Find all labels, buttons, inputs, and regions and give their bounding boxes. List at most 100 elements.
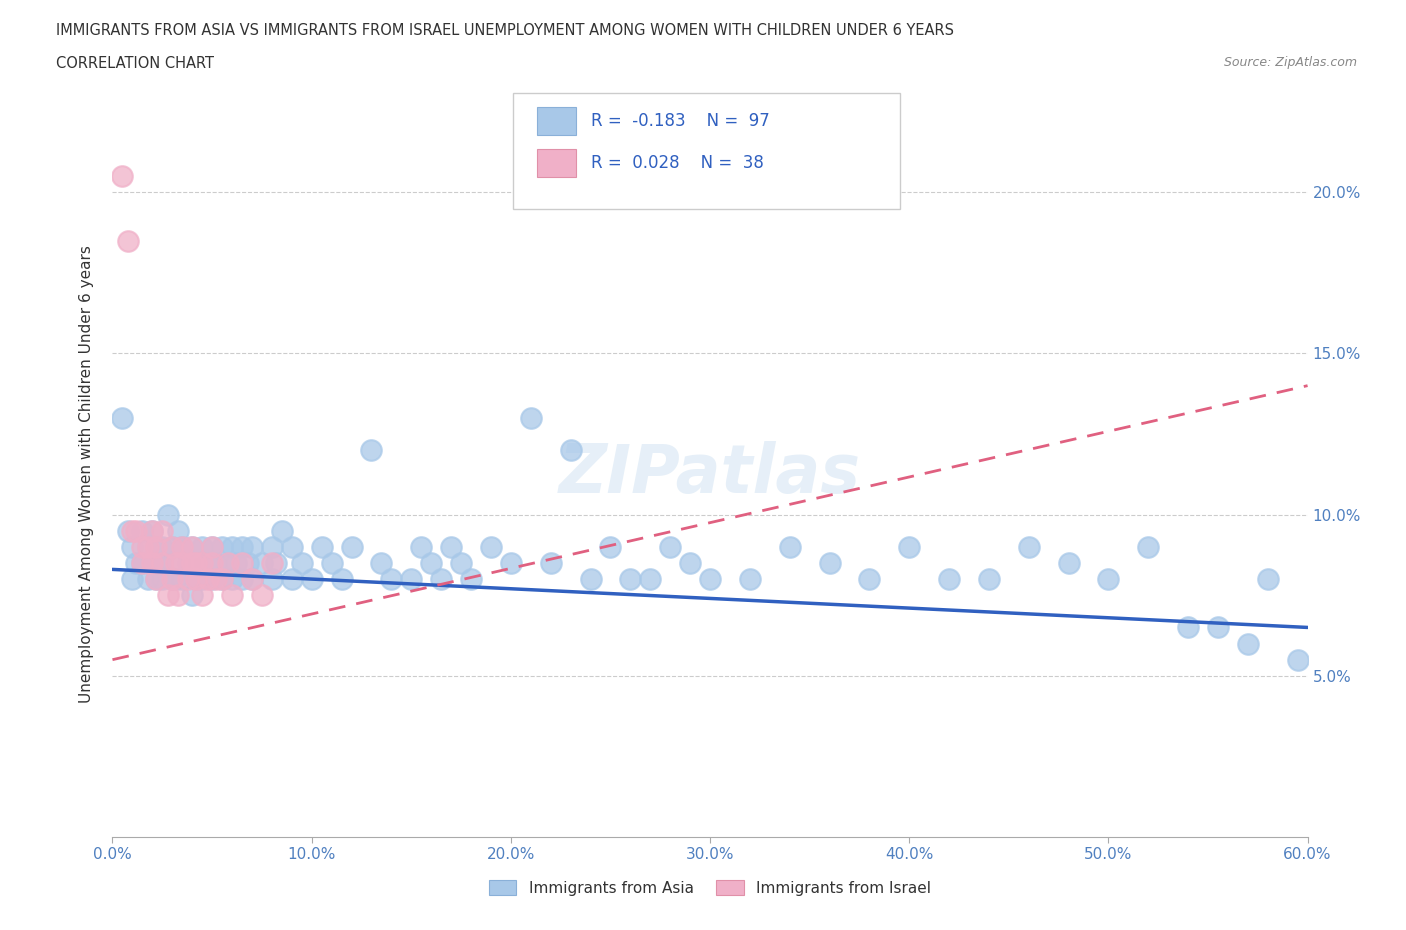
Point — [260, 539, 283, 554]
Point — [145, 572, 167, 587]
Point — [221, 572, 243, 587]
Point — [1018, 539, 1040, 554]
Point — [150, 555, 173, 570]
Point — [181, 555, 204, 570]
Point — [165, 555, 187, 570]
Point — [131, 539, 153, 554]
Point — [145, 572, 167, 587]
Point — [131, 555, 153, 570]
Point — [145, 539, 167, 554]
Point — [460, 572, 482, 587]
Point — [111, 410, 134, 425]
Point — [401, 572, 423, 587]
Point — [977, 572, 1000, 587]
Point — [240, 572, 263, 587]
Text: ZIPatlas: ZIPatlas — [560, 442, 860, 507]
Point — [779, 539, 801, 554]
Point — [1137, 539, 1160, 554]
Point — [186, 555, 208, 570]
Point — [165, 572, 187, 587]
Point — [150, 555, 173, 570]
Point — [186, 555, 208, 570]
Point — [560, 443, 582, 458]
Point — [167, 524, 190, 538]
Point — [330, 572, 353, 587]
Point — [138, 539, 160, 554]
Point — [141, 555, 163, 570]
Point — [411, 539, 433, 554]
Point — [211, 572, 233, 587]
Text: CORRELATION CHART: CORRELATION CHART — [56, 56, 214, 71]
Point — [191, 572, 214, 587]
Point — [640, 572, 662, 587]
Point — [579, 572, 602, 587]
Point — [186, 572, 208, 587]
Point — [191, 539, 214, 554]
Point — [117, 524, 139, 538]
Point — [1177, 620, 1199, 635]
Point — [131, 555, 153, 570]
Point — [360, 443, 382, 458]
Point — [172, 539, 194, 554]
Point — [162, 572, 183, 587]
Point — [221, 588, 243, 603]
Point — [111, 168, 134, 183]
Point — [162, 555, 183, 570]
Point — [131, 524, 153, 538]
Point — [440, 539, 463, 554]
Legend: Immigrants from Asia, Immigrants from Israel: Immigrants from Asia, Immigrants from Is… — [482, 873, 938, 902]
Point — [1237, 636, 1260, 651]
Point — [1057, 555, 1080, 570]
Point — [818, 555, 841, 570]
Point — [172, 572, 194, 587]
Point — [380, 572, 402, 587]
Point — [301, 572, 323, 587]
Point — [141, 524, 163, 538]
Point — [138, 572, 160, 587]
Point — [619, 572, 641, 587]
Point — [150, 524, 173, 538]
Point — [217, 555, 239, 570]
Point — [211, 539, 233, 554]
Point — [162, 539, 183, 554]
Point — [260, 572, 283, 587]
Point — [281, 539, 304, 554]
Point — [177, 572, 200, 587]
Point — [138, 539, 160, 554]
Point — [157, 507, 180, 522]
Point — [659, 539, 682, 554]
Point — [858, 572, 880, 587]
Point — [540, 555, 562, 570]
Point — [260, 555, 283, 570]
Point — [205, 555, 228, 570]
Point — [281, 572, 304, 587]
Point — [125, 555, 148, 570]
Point — [1257, 572, 1279, 587]
Point — [520, 410, 543, 425]
Point — [121, 539, 143, 554]
Point — [186, 572, 208, 587]
Point — [121, 524, 143, 538]
Point — [117, 233, 139, 248]
Point — [311, 539, 333, 554]
Point — [321, 555, 343, 570]
Point — [679, 555, 702, 570]
Point — [236, 555, 259, 570]
Point — [479, 539, 502, 554]
Point — [225, 555, 247, 570]
Point — [181, 539, 204, 554]
Point — [201, 539, 224, 554]
Point — [141, 555, 163, 570]
Point — [221, 539, 243, 554]
Point — [1206, 620, 1229, 635]
Point — [201, 539, 224, 554]
Point — [121, 572, 143, 587]
Point — [264, 555, 287, 570]
Point — [898, 539, 921, 554]
Point — [1097, 572, 1119, 587]
Point — [177, 555, 200, 570]
Text: IMMIGRANTS FROM ASIA VS IMMIGRANTS FROM ISRAEL UNEMPLOYMENT AMONG WOMEN WITH CHI: IMMIGRANTS FROM ASIA VS IMMIGRANTS FROM … — [56, 23, 955, 38]
Point — [145, 539, 167, 554]
Point — [150, 539, 173, 554]
Point — [191, 588, 214, 603]
